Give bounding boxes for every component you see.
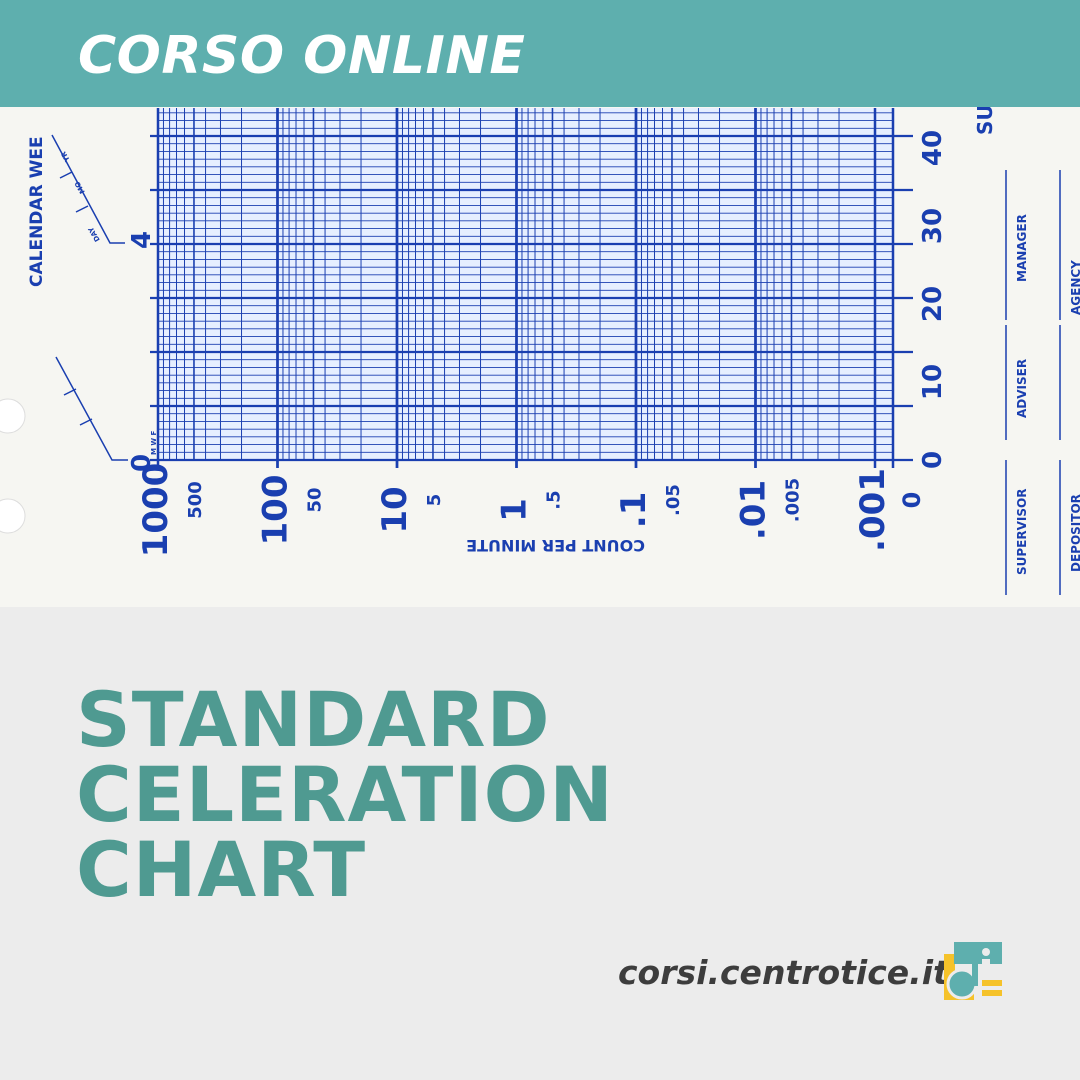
centrotice-logo-icon [944, 942, 1002, 1000]
right-fragment: SU [973, 107, 997, 135]
x-tick-minor: .005 [782, 478, 803, 522]
y-tick-4: 4 [127, 231, 157, 249]
title-line: CHART [76, 825, 367, 914]
y-tick-0: 0 [127, 454, 157, 472]
x-tick-zero: 0 [898, 492, 926, 509]
punch-hole [0, 498, 26, 534]
x-tick-major: .1 [614, 492, 654, 529]
right-tick-labels: 0 10 20 30 40 [918, 130, 948, 469]
x-tick-major: .01 [734, 480, 774, 540]
x-tick-minor: .5 [543, 490, 564, 509]
x-tick-minor: 5 [424, 494, 445, 507]
chart-grid [150, 108, 913, 468]
field-supervisor: SUPERVISOR [1015, 489, 1029, 575]
right-tick: 40 [918, 130, 948, 166]
right-tick: 0 [918, 451, 948, 469]
x-tick-minor: 50 [304, 487, 325, 512]
field-depositor: DEPOSITOR [1069, 494, 1080, 572]
right-tick: 10 [918, 364, 948, 400]
date-label-mo: MO [73, 180, 86, 195]
website-link[interactable]: corsi.centrotice.it [618, 953, 949, 992]
title-line: STANDARD [76, 675, 551, 764]
date-label-day: DAY [87, 225, 102, 243]
x-tick-labels: 1000 100 10 1 .1 .01 .001 500 50 5 .5 .05 .005 0 [136, 463, 926, 558]
field-manager: MANAGER [1015, 214, 1029, 282]
punch-hole [0, 398, 26, 434]
x-tick-major: .001 [853, 468, 893, 552]
weekday-marks: M W F [150, 430, 158, 455]
field-agency: AGENCY [1069, 260, 1080, 315]
x-tick-major: 10 [375, 486, 415, 533]
title-line: CELERATION [76, 750, 614, 839]
header-bar: CORSO ONLINE [0, 0, 1080, 107]
count-per-minute-label: COUNT PER MINUTE [466, 536, 645, 555]
calendar-weeks-label: CALENDAR WEE [27, 136, 47, 287]
x-tick-major: 1 [495, 498, 535, 522]
chart-paper: CALENDAR WEE 4 0 M W F DAY MO YR 1000 100… [0, 107, 1080, 595]
grid-background [158, 108, 893, 460]
course-title: STANDARD CELERATION CHART [76, 675, 614, 914]
x-tick-minor: 500 [185, 481, 206, 519]
celeration-chart-photo: CALENDAR WEE 4 0 M W F DAY MO YR 1000 100… [0, 107, 1080, 607]
right-tick: 30 [918, 208, 948, 244]
x-tick-major: 1000 [136, 463, 176, 558]
signature-field-lines [1005, 170, 1061, 595]
x-tick-major: 100 [256, 475, 296, 546]
x-tick-minor: .05 [663, 484, 684, 516]
right-tick: 20 [918, 286, 948, 322]
field-adviser: ADVISER [1015, 359, 1029, 418]
header-title: CORSO ONLINE [78, 26, 526, 86]
date-scale-marks [51, 134, 128, 461]
